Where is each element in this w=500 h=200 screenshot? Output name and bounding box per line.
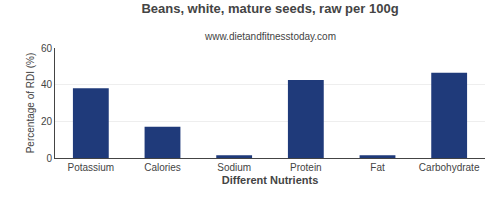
svg-text:20: 20	[41, 116, 53, 127]
svg-text:0: 0	[46, 153, 52, 164]
svg-text:Percentage of RDI (%): Percentage of RDI (%)	[25, 53, 36, 154]
svg-text:60: 60	[41, 43, 53, 54]
svg-text:Carbohydrate: Carbohydrate	[419, 162, 480, 173]
svg-text:Sodium: Sodium	[217, 162, 251, 173]
svg-text:40: 40	[41, 79, 53, 90]
svg-text:Protein: Protein	[290, 162, 322, 173]
svg-text:Beans, white, mature seeds, ra: Beans, white, mature seeds, raw per 100g	[141, 1, 398, 16]
svg-text:www.dietandfitnesstoday.com: www.dietandfitnesstoday.com	[204, 31, 336, 42]
svg-text:Fat: Fat	[370, 162, 385, 173]
svg-text:Different Nutrients: Different Nutrients	[222, 174, 319, 186]
svg-text:Potassium: Potassium	[67, 162, 114, 173]
svg-text:Calories: Calories	[144, 162, 181, 173]
